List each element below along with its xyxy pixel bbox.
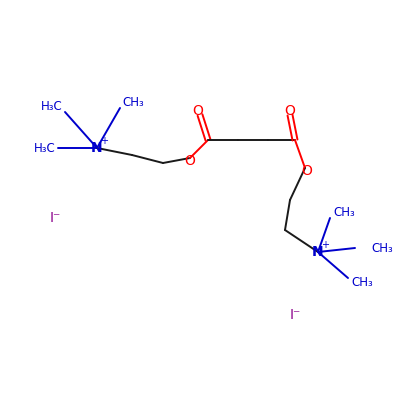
Text: H₃C: H₃C bbox=[34, 142, 56, 154]
Text: +: + bbox=[321, 240, 329, 250]
Text: I⁻: I⁻ bbox=[289, 308, 301, 322]
Text: N: N bbox=[312, 245, 324, 259]
Text: H₃C: H₃C bbox=[41, 100, 63, 114]
Text: I⁻: I⁻ bbox=[49, 211, 61, 225]
Text: CH₃: CH₃ bbox=[371, 242, 393, 254]
Text: +: + bbox=[100, 136, 108, 146]
Text: CH₃: CH₃ bbox=[351, 276, 373, 290]
Text: CH₃: CH₃ bbox=[333, 206, 355, 218]
Text: O: O bbox=[184, 154, 196, 168]
Text: O: O bbox=[192, 104, 204, 118]
Text: N: N bbox=[91, 141, 103, 155]
Text: O: O bbox=[302, 164, 312, 178]
Text: CH₃: CH₃ bbox=[122, 96, 144, 110]
Text: O: O bbox=[284, 104, 296, 118]
